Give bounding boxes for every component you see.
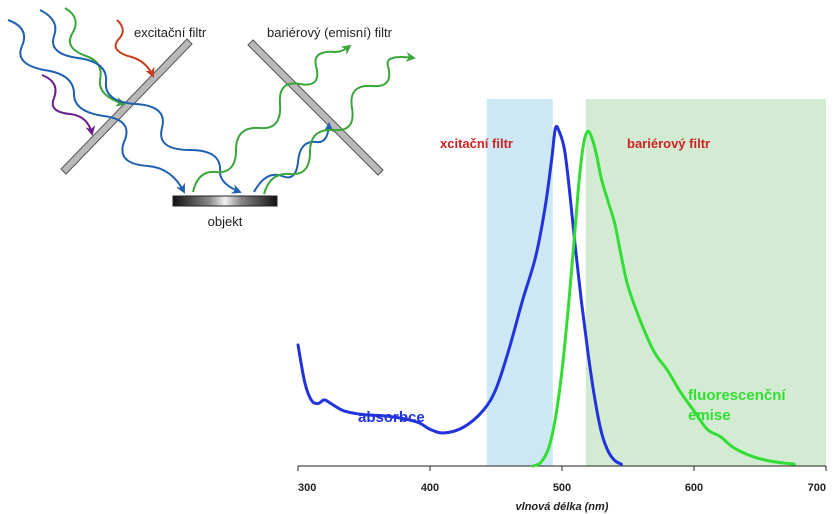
excitation-filter-plate <box>60 38 193 175</box>
red-light-ray <box>114 19 155 78</box>
barrier-filter-label: bariérový (emisní) filtr <box>267 25 393 40</box>
barrier-band-label: bariérový filtr <box>627 136 710 151</box>
excitation-filter-band <box>486 99 553 466</box>
blue-light-ray-2 <box>39 9 242 194</box>
purple-light-ray <box>41 74 96 136</box>
green-light-ray <box>64 7 126 107</box>
x-axis-label: vlnová délka (nm) <box>516 501 609 513</box>
x-tick-label-600: 600 <box>685 482 703 494</box>
x-tick-label-400: 400 <box>421 482 439 494</box>
blue-light-ray-1 <box>7 19 185 194</box>
green-emission-ray-1 <box>192 44 352 193</box>
x-axis: 300 400 500 600 700 <box>297 465 827 494</box>
excitation-filter-label: excitační filtr <box>134 25 207 40</box>
x-tick-label-300: 300 <box>298 482 316 494</box>
emission-annotation-line1: fluorescenční <box>688 387 786 404</box>
optical-diagram: excitační filtr bariérový (emisní) filtr… <box>7 7 416 229</box>
emission-curve <box>531 129 796 468</box>
absorption-annotation: absorbce <box>358 409 425 426</box>
barrier-filter-plate <box>247 39 384 176</box>
absorption-curve <box>296 124 623 466</box>
object-specimen <box>172 195 278 207</box>
green-emission-ray-2 <box>263 51 416 195</box>
object-label: objekt <box>208 214 243 229</box>
blue-reflected-ray <box>253 122 334 193</box>
x-tick-label-500: 500 <box>553 482 571 494</box>
excitation-band-label: xcitační filtr <box>440 136 513 151</box>
emission-annotation-line2: emise <box>688 407 731 424</box>
spectrum-chart: 300 400 500 600 700 xcitační filtr bariérový… <box>296 99 827 513</box>
x-tick-label-700: 700 <box>808 482 826 494</box>
